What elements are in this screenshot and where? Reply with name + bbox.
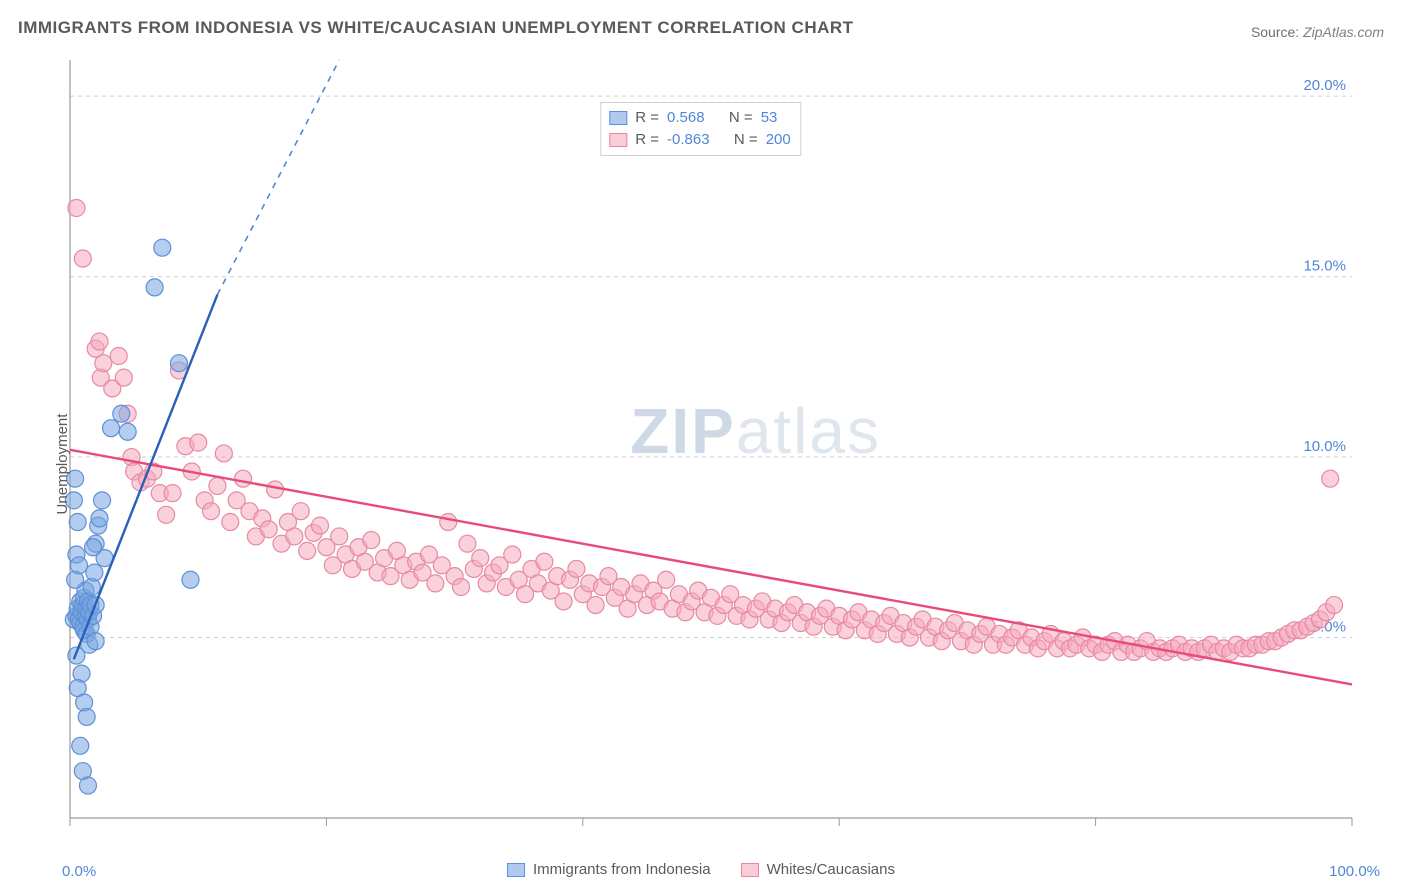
legend-row-blue: R = 0.568 N = 53 (609, 107, 790, 129)
legend-n-label: N = (729, 107, 753, 129)
chart-container: Unemployment 5.0%10.0%15.0%20.0% ZIPatla… (18, 48, 1384, 880)
swatch-pink-icon (609, 133, 627, 147)
legend-blue-r: 0.568 (667, 107, 705, 129)
swatch-blue-icon (609, 111, 627, 125)
legend-pink-n: 200 (766, 129, 791, 151)
x-axis-max-label: 100.0% (1329, 863, 1380, 880)
legend-blue-label: Immigrants from Indonesia (533, 861, 711, 878)
legend-item-pink: Whites/Caucasians (741, 861, 895, 878)
legend-pink-label: Whites/Caucasians (767, 861, 895, 878)
x-axis-min-label: 0.0% (62, 863, 96, 880)
svg-text:20.0%: 20.0% (1303, 77, 1346, 94)
correlation-legend: R = 0.568 N = 53 R = -0.863 N = 200 (600, 102, 801, 156)
legend-blue-n: 53 (761, 107, 778, 129)
swatch-pink-icon (741, 863, 759, 877)
source-attribution: Source: ZipAtlas.com (1251, 24, 1384, 40)
legend-n-label: N = (734, 129, 758, 151)
legend-row-pink: R = -0.863 N = 200 (609, 129, 790, 151)
swatch-blue-icon (507, 863, 525, 877)
series-legend: Immigrants from Indonesia Whites/Caucasi… (507, 861, 895, 878)
legend-pink-r: -0.863 (667, 129, 710, 151)
legend-r-label: R = (635, 129, 659, 151)
source-label: Source: (1251, 24, 1299, 40)
scatter-chart: 5.0%10.0%15.0%20.0% (18, 48, 1384, 880)
legend-item-blue: Immigrants from Indonesia (507, 861, 711, 878)
svg-text:10.0%: 10.0% (1303, 438, 1346, 455)
source-value: ZipAtlas.com (1303, 24, 1384, 40)
y-axis-label: Unemployment (54, 414, 71, 515)
svg-text:15.0%: 15.0% (1303, 258, 1346, 275)
chart-title: IMMIGRANTS FROM INDONESIA VS WHITE/CAUCA… (18, 18, 854, 38)
legend-r-label: R = (635, 107, 659, 129)
